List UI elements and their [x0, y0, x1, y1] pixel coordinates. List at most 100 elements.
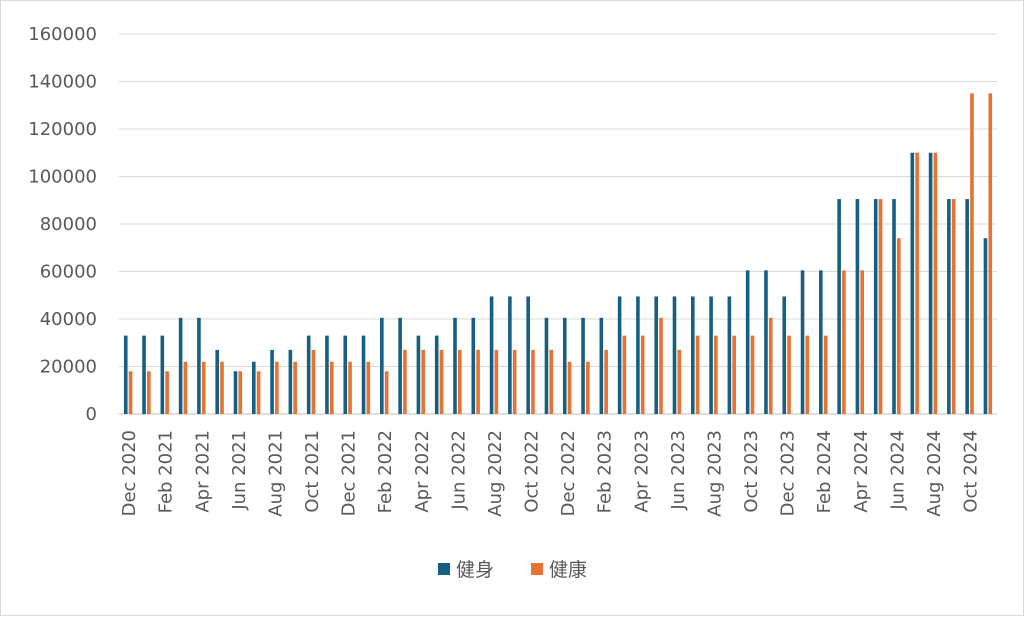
bar-series-2	[220, 361, 224, 414]
bar-series-2	[293, 361, 297, 414]
bars	[123, 93, 993, 414]
y-tick-label: 40000	[40, 309, 97, 330]
x-tick-label: Jun 2023	[668, 430, 689, 511]
y-tick-label: 160000	[28, 24, 97, 45]
y-tick-label: 20000	[40, 357, 97, 378]
bar-series-1	[745, 270, 750, 414]
bar-series-2	[238, 371, 243, 414]
bar-series-2	[933, 152, 938, 414]
x-tick-label: Apr 2021	[192, 430, 213, 513]
bar-series-2	[128, 371, 133, 414]
bar-series-1	[690, 296, 695, 414]
bar-series-2	[732, 335, 736, 414]
bar-series-2	[457, 349, 462, 414]
bar-series-1	[343, 335, 348, 414]
bar-series-1	[599, 317, 604, 414]
x-tick-label: Jun 2021	[229, 430, 250, 511]
bar-series-2	[421, 349, 426, 414]
bar-series-1	[654, 296, 659, 414]
x-tick-label: Aug 2021	[265, 430, 286, 517]
x-tick-label: Oct 2022	[522, 430, 543, 513]
legend-label-1: 健身	[456, 559, 494, 581]
x-tick-label: Feb 2021	[156, 430, 177, 513]
bar-series-2	[476, 349, 480, 414]
bar-series-2	[348, 361, 352, 414]
bar-series-2	[256, 371, 261, 414]
bar-series-1	[288, 349, 293, 414]
x-tick-label: Dec 2021	[339, 430, 360, 516]
bar-series-2	[622, 335, 627, 414]
legend-swatch-2	[531, 563, 543, 575]
x-tick-label: Aug 2023	[704, 430, 725, 517]
bar-series-2	[604, 349, 608, 414]
legend-label-2: 健康	[549, 559, 587, 581]
y-tick-label: 120000	[28, 119, 97, 140]
bar-series-1	[873, 199, 878, 414]
bar-series-2	[988, 93, 993, 414]
x-tick-label: Feb 2024	[814, 430, 835, 513]
x-tick-label: Apr 2023	[631, 430, 652, 513]
bar-series-2	[805, 335, 810, 414]
bar-series-1	[892, 199, 896, 414]
bar-series-2	[494, 349, 499, 414]
x-tick-label: Oct 2021	[302, 430, 323, 513]
bar-series-1	[160, 335, 165, 414]
bar-series-2	[787, 335, 791, 414]
legend: 健身 健康	[438, 559, 587, 581]
x-axis: Dec 2020 Feb 2021 Apr 2021 Jun 2021 Aug 2021…	[119, 430, 981, 517]
legend-swatch-1	[438, 563, 450, 575]
bar-series-2	[970, 93, 974, 414]
bar-series-2	[586, 361, 590, 414]
bar-series-2	[750, 335, 755, 414]
bar-series-1	[965, 199, 969, 414]
bar-series-1	[197, 317, 201, 414]
bar-series-2	[823, 335, 828, 414]
x-tick-label: Jun 2024	[887, 430, 908, 511]
bar-series-1	[380, 317, 384, 414]
bar-series-1	[544, 317, 549, 414]
bar-series-2	[201, 361, 206, 414]
bar-series-1	[398, 317, 402, 414]
bar-series-1	[178, 317, 183, 414]
bar-series-2	[329, 361, 334, 414]
bar-series-1	[306, 335, 311, 414]
bar-series-1	[270, 349, 274, 414]
y-tick-label: 80000	[40, 214, 97, 235]
x-tick-label: Oct 2023	[741, 430, 762, 513]
bar-series-1	[800, 270, 805, 414]
bar-series-1	[837, 199, 841, 414]
bar-series-2	[531, 349, 535, 414]
bar-series-1	[471, 317, 476, 414]
bar-series-1	[727, 296, 732, 414]
y-tick-label: 140000	[28, 72, 97, 93]
bar-series-2	[659, 317, 663, 414]
bar-series-1	[215, 349, 220, 414]
bar-series-2	[165, 371, 169, 414]
x-tick-label: Jun 2022	[448, 430, 469, 511]
bar-series-1	[251, 361, 256, 414]
x-tick-label: Dec 2020	[119, 430, 140, 516]
bar-series-2	[896, 238, 901, 414]
y-axis: 0 20000 40000 60000 80000 100000 120000 140000 1…	[28, 24, 97, 425]
bar-series-2	[768, 317, 773, 414]
bar-series-1	[947, 199, 951, 414]
bar-series-1	[782, 296, 787, 414]
bar-series-1	[983, 238, 988, 414]
x-tick-label: Dec 2023	[778, 430, 799, 516]
bar-series-1	[581, 317, 585, 414]
bar-series-2	[842, 270, 846, 414]
bar-series-1	[233, 371, 238, 414]
bar-series-2	[567, 361, 572, 414]
x-tick-label: Apr 2022	[412, 430, 433, 513]
bar-series-1	[672, 296, 677, 414]
x-tick-label: Oct 2024	[961, 430, 982, 513]
bar-series-2	[366, 361, 371, 414]
bar-series-1	[489, 296, 494, 414]
bar-series-1	[416, 335, 421, 414]
bar-series-1	[819, 270, 823, 414]
y-tick-label: 60000	[40, 262, 97, 283]
x-tick-label: Aug 2022	[485, 430, 506, 517]
x-tick-label: Aug 2024	[924, 430, 945, 517]
